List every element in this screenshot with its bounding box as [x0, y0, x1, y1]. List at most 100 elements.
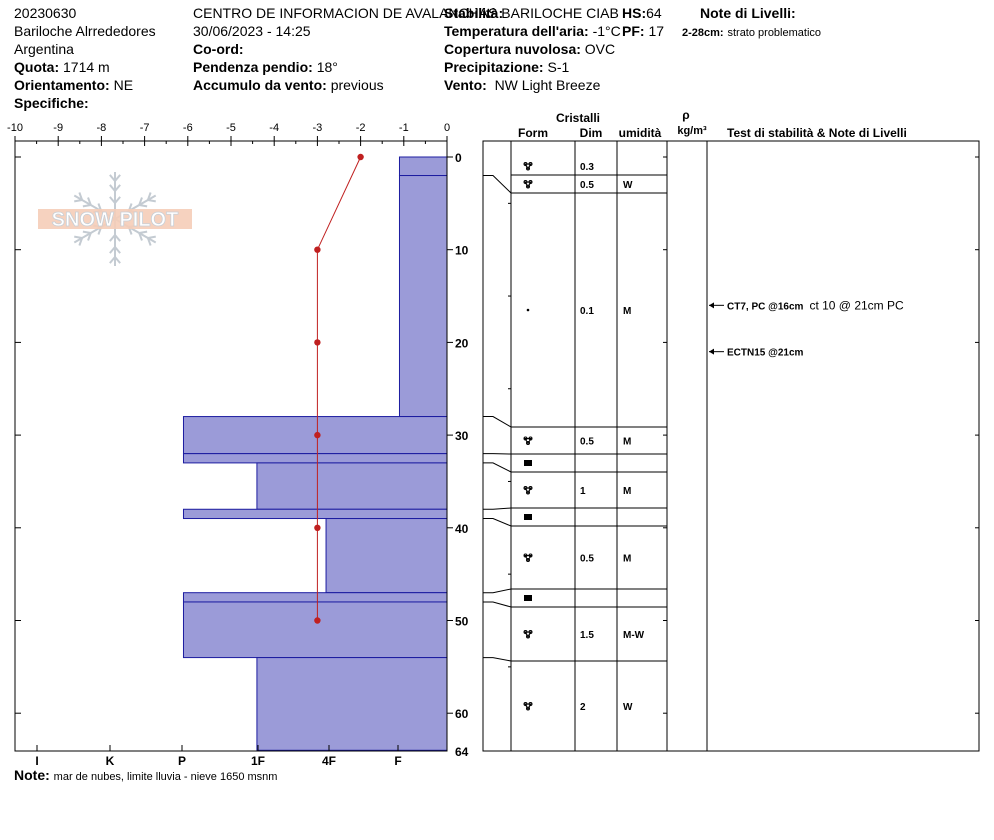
foot-penetration-value: 17	[648, 23, 665, 39]
temp-tick-label: -5	[226, 122, 236, 134]
footer-note-label: Note:	[14, 767, 50, 783]
aspect-value: NE	[113, 77, 134, 93]
snowflake-logo-icon: SNOW PILOT	[38, 172, 192, 266]
test-arrow-head	[709, 302, 714, 309]
depth-tick-label: 60	[455, 707, 469, 721]
temp-tick-label: -7	[140, 122, 150, 134]
layer-note-text: strato problematico	[727, 27, 822, 39]
hardness-layer	[256, 657, 448, 751]
crystal-node	[523, 553, 528, 558]
moisture-header: umidità	[619, 126, 662, 140]
cloud-cover-value: OVC	[584, 41, 616, 57]
temperature-point	[357, 153, 364, 161]
depth-connector	[483, 518, 512, 527]
logo-banner	[38, 209, 192, 229]
moisture-value: W	[623, 702, 633, 713]
grain-size-value: 0.3	[580, 162, 594, 173]
crystal-node	[528, 486, 533, 490]
logo-branch	[147, 235, 156, 239]
stability-label: Stabilità:	[444, 5, 504, 21]
crystal-triangle	[524, 703, 532, 710]
depth-connector	[483, 462, 512, 473]
snow-height-value: 64	[646, 5, 662, 21]
logo-branch	[74, 235, 83, 239]
crystal-node	[523, 180, 528, 184]
ice-crust-icon	[524, 595, 532, 601]
center-name: CENTRO DE INFORMACION DE AVALANCHAS BARI…	[193, 5, 619, 21]
faceted-crystal-icon	[523, 553, 533, 562]
hardness-layer	[182, 453, 448, 464]
layer-notes-title: Note di Livelli:	[700, 5, 796, 21]
hardness-label: 4F	[322, 754, 336, 768]
logo-branch	[114, 256, 121, 264]
temp-tick-label: -3	[313, 122, 323, 134]
temp-tick-label: -4	[269, 122, 279, 134]
crystal-triangle	[524, 181, 532, 188]
depth-tick-label: 20	[455, 336, 469, 350]
hardness-layer	[182, 592, 448, 603]
location: Bariloche Alrrededores	[14, 23, 156, 39]
crystal-triangle	[524, 438, 532, 445]
layer-note: 2-28cm: strato problematico	[682, 22, 821, 42]
crystal-node	[528, 162, 533, 166]
faceted-crystal-icon	[523, 486, 533, 495]
snow-height: HS:64	[622, 4, 662, 22]
depth-tick-label: 40	[455, 522, 469, 536]
logo-branch	[114, 174, 121, 182]
hardness-layer	[256, 462, 448, 510]
crystal-node	[526, 558, 530, 562]
hardness-label: I	[35, 754, 38, 768]
moisture-value: M	[623, 554, 631, 565]
logo-branch	[109, 184, 116, 192]
stability-test: CT7, PC @16cm ct 10 @ 21cm PC	[727, 298, 904, 312]
crystal-node	[528, 180, 533, 184]
logo-branch	[109, 246, 116, 254]
size-header: Dim	[580, 126, 603, 140]
logo-branch	[114, 246, 121, 254]
temperature-point	[314, 524, 321, 531]
logo-branch	[147, 199, 156, 203]
date-code: 20230630	[14, 5, 77, 21]
hardness-label: F	[394, 754, 401, 768]
slope-angle: Pendenza pendio: 18°	[193, 58, 338, 76]
wind-loading-value: previous	[330, 77, 384, 93]
crystal-node	[526, 166, 530, 171]
crystal-node	[523, 162, 528, 166]
moisture-value: M	[623, 437, 631, 448]
logo-branch	[87, 197, 92, 206]
grain-size-value: 0.1	[580, 306, 594, 317]
slope-value: 18°	[316, 59, 338, 75]
crystal-node	[526, 184, 530, 189]
grain-size-value: 0.5	[580, 180, 594, 191]
grain-size-value: 2	[580, 702, 586, 713]
crystal-node	[526, 441, 530, 445]
footer-note-text: mar de nubes, limite lluvia - nieve 1650…	[53, 771, 278, 783]
faceted-crystal-icon	[523, 436, 533, 445]
precipitation: Precipitazione: S-1	[444, 58, 569, 76]
temperature-point	[314, 339, 321, 346]
logo-branch	[109, 256, 116, 264]
air-temperature: Temperatura dell'aria: -1°C	[444, 22, 621, 40]
depth-tick-label: 10	[455, 244, 469, 258]
depth-tick-label: 50	[455, 615, 469, 629]
temp-tick-label: -1	[399, 122, 409, 134]
temp-tick-label: -10	[7, 122, 23, 134]
logo-branch	[114, 196, 121, 204]
hardness-layer	[182, 601, 448, 659]
precip-particle-icon	[526, 308, 530, 312]
temp-tick-label: -6	[183, 122, 193, 134]
wind: Vento: NW Light Breeze	[444, 76, 600, 94]
aspect: Orientamento: NE	[14, 76, 133, 94]
foot-penetration: PF: 17	[622, 22, 664, 40]
slope-label: Pendenza pendio:	[193, 59, 313, 75]
stability-test-note: ct 10 @ 21cm PC	[809, 298, 904, 312]
temperature-point	[314, 617, 321, 624]
temperature-line	[316, 156, 362, 621]
logo-branch	[139, 204, 148, 208]
depth-connector	[483, 507, 512, 510]
moisture-value: M	[623, 306, 631, 317]
wind-loading: Accumulo da vento: previous	[193, 76, 384, 94]
crystal-triangle	[524, 631, 532, 638]
form-header: Form	[518, 126, 548, 140]
air-temperature-label: Temperatura dell'aria:	[444, 23, 589, 39]
